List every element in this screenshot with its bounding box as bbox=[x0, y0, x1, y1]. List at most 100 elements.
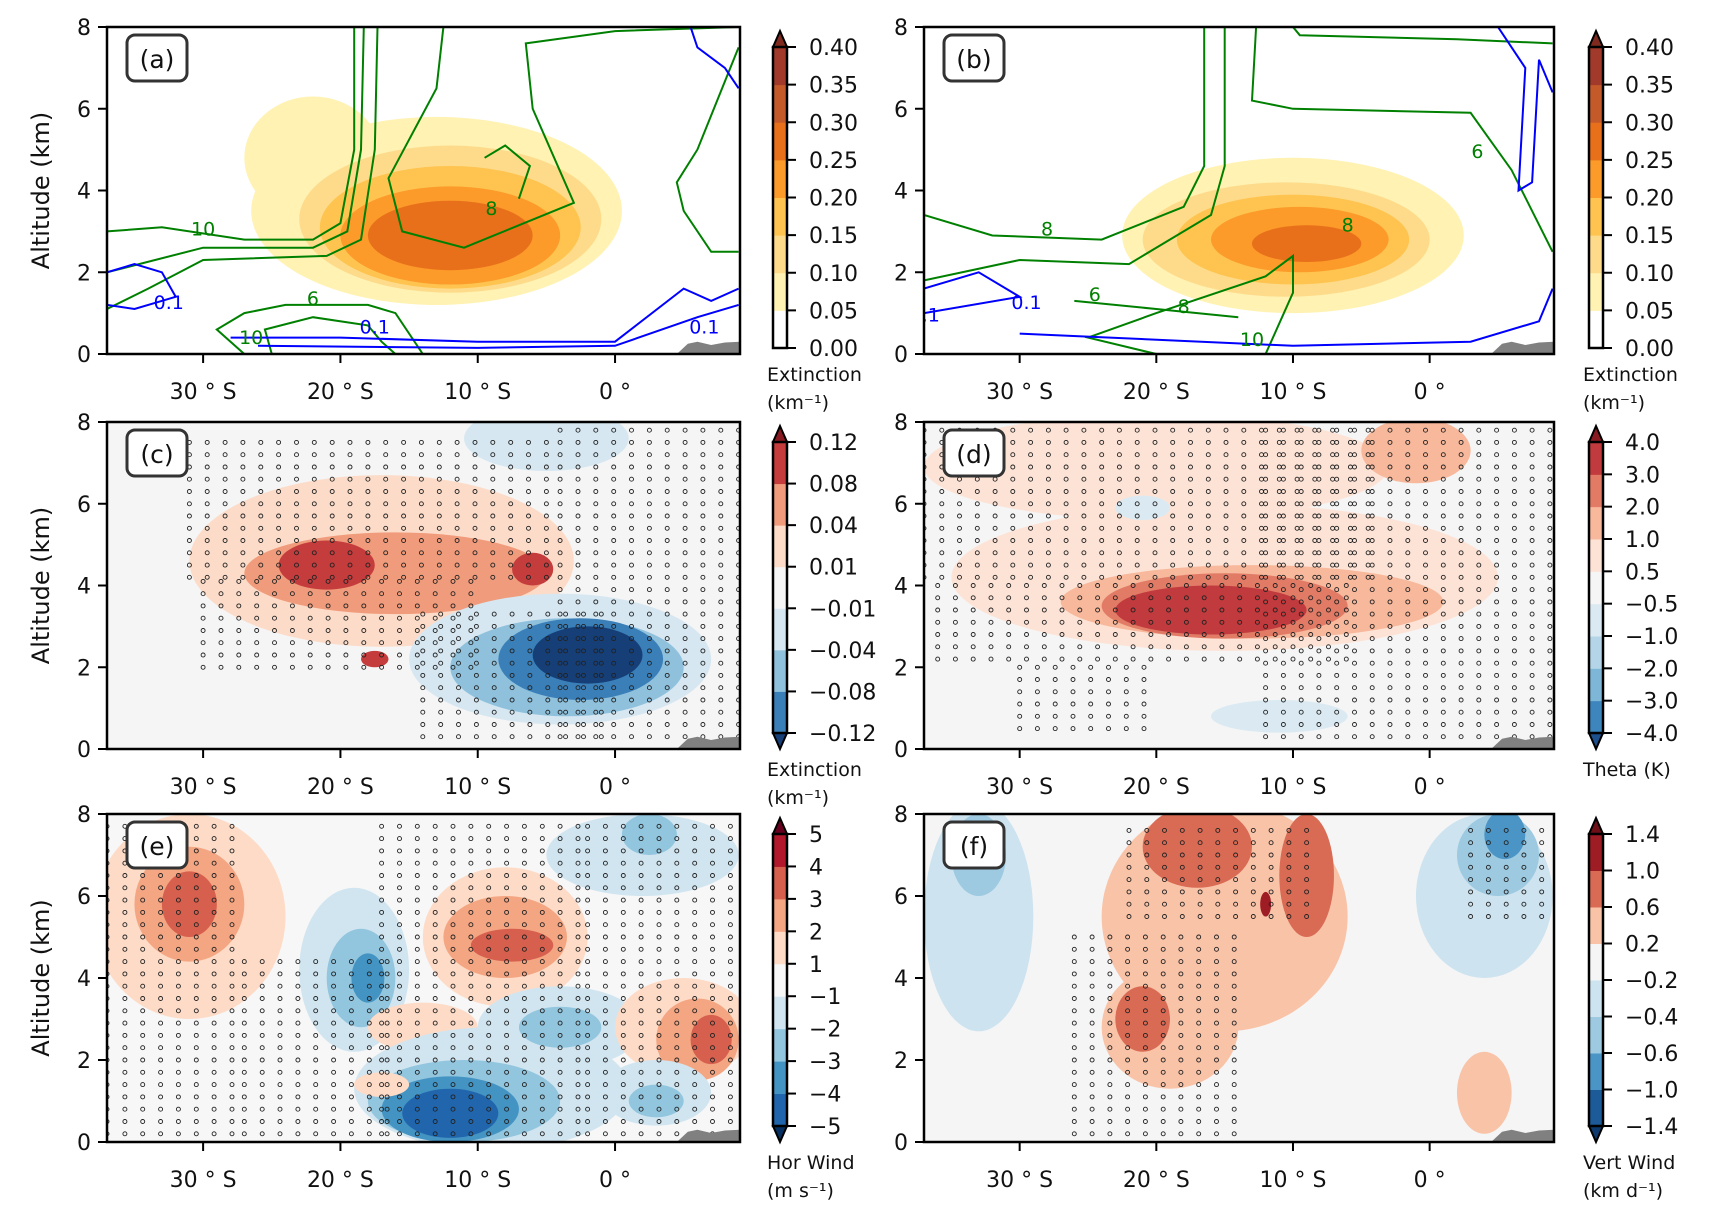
y-tick-label: 0 bbox=[77, 343, 91, 368]
significance-dot bbox=[1494, 513, 1500, 519]
significance-dot bbox=[1183, 583, 1189, 588]
significance-dot bbox=[585, 897, 591, 903]
significance-dot bbox=[664, 636, 670, 642]
significance-dot bbox=[1215, 827, 1221, 833]
significance-dot bbox=[1237, 644, 1243, 650]
significance-dot bbox=[1263, 636, 1269, 642]
significance-dot bbox=[347, 513, 353, 519]
significance-dot bbox=[598, 636, 604, 642]
significance-dot bbox=[664, 722, 670, 727]
significance-dot bbox=[1107, 959, 1113, 965]
significance-dot bbox=[365, 562, 371, 568]
significance-dot bbox=[718, 489, 724, 494]
significance-dot bbox=[1529, 648, 1535, 654]
significance-dot bbox=[432, 959, 438, 965]
significance-dot bbox=[1280, 697, 1286, 703]
significance-dot bbox=[1254, 583, 1260, 588]
significance-dot bbox=[414, 1008, 420, 1014]
significance-dot bbox=[656, 1020, 662, 1026]
significance-dot bbox=[1280, 574, 1286, 580]
significance-dot bbox=[1405, 685, 1411, 691]
significance-dot bbox=[575, 623, 581, 629]
significance-dot bbox=[1125, 959, 1131, 965]
significance-dot bbox=[539, 1045, 545, 1051]
significance-dot bbox=[656, 1106, 662, 1112]
significance-dot bbox=[1107, 1057, 1113, 1063]
significance-dot bbox=[593, 611, 599, 617]
significance-dot bbox=[620, 1094, 626, 1100]
colorbar-swatch bbox=[773, 963, 787, 997]
significance-dot bbox=[700, 587, 706, 593]
significance-dot bbox=[692, 1069, 698, 1075]
contour-line bbox=[675, 47, 740, 253]
significance-dot bbox=[401, 538, 407, 543]
significance-dot bbox=[468, 1082, 474, 1088]
significance-dot bbox=[379, 664, 385, 670]
significance-dot bbox=[240, 501, 246, 507]
significance-dot bbox=[1223, 427, 1229, 433]
significance-dot bbox=[1423, 476, 1428, 482]
significance-dot bbox=[1010, 538, 1016, 543]
significance-dot bbox=[107, 909, 110, 915]
significance-dot bbox=[575, 1069, 581, 1075]
significance-dot bbox=[700, 452, 706, 458]
significance-dot bbox=[456, 722, 461, 727]
significance-dot bbox=[557, 1008, 563, 1014]
significance-dot bbox=[272, 640, 277, 646]
significance-dot bbox=[175, 959, 181, 965]
significance-dot bbox=[311, 513, 317, 519]
terrain bbox=[1491, 341, 1554, 354]
significance-dot bbox=[1547, 501, 1553, 507]
significance-dot bbox=[1205, 452, 1211, 458]
significance-dot bbox=[638, 1032, 644, 1038]
significance-dot bbox=[629, 439, 634, 445]
significance-dot bbox=[585, 1020, 591, 1026]
significance-dot bbox=[1233, 852, 1239, 858]
significance-dot bbox=[414, 1069, 420, 1075]
significance-dot bbox=[664, 427, 670, 433]
significance-dot bbox=[1160, 1131, 1166, 1137]
significance-dot bbox=[294, 562, 299, 568]
significance-dot bbox=[331, 971, 337, 977]
significance-dot bbox=[211, 823, 217, 829]
significance-dot bbox=[307, 664, 313, 670]
significance-dot bbox=[1045, 452, 1051, 458]
significance-dot bbox=[585, 1057, 591, 1063]
significance-dot bbox=[638, 823, 644, 829]
significance-dot bbox=[1298, 697, 1304, 703]
significance-dot bbox=[456, 648, 461, 654]
significance-dot bbox=[1125, 1057, 1131, 1063]
significance-dot bbox=[575, 959, 581, 965]
significance-dot bbox=[1178, 1119, 1184, 1124]
significance-dot bbox=[1440, 489, 1446, 494]
significance-dot bbox=[1179, 827, 1185, 833]
panel-label-box bbox=[125, 820, 189, 870]
significance-dot bbox=[1196, 1045, 1202, 1051]
significance-dot bbox=[450, 983, 456, 989]
significance-dot bbox=[1316, 489, 1322, 494]
significance-dot bbox=[970, 644, 976, 650]
significance-dot bbox=[486, 1082, 492, 1088]
significance-dot bbox=[656, 1032, 662, 1038]
significance-dot bbox=[1116, 574, 1122, 580]
significance-dot bbox=[557, 722, 563, 727]
significance-dot bbox=[1107, 1032, 1113, 1038]
colorbar-tick-label: 4 bbox=[809, 855, 823, 880]
significance-dot bbox=[1142, 1069, 1148, 1075]
significance-dot bbox=[575, 897, 581, 903]
significance-dot bbox=[692, 934, 698, 940]
significance-dot bbox=[557, 709, 563, 715]
significance-dot bbox=[276, 476, 282, 482]
significance-dot bbox=[611, 489, 617, 494]
colorbar-title: Extinction bbox=[767, 364, 862, 386]
significance-dot bbox=[1539, 901, 1545, 907]
significance-dot bbox=[692, 922, 698, 928]
significance-dot bbox=[432, 591, 438, 597]
significance-dot bbox=[140, 983, 146, 989]
colorbar-tick-label: −1.0 bbox=[1625, 1079, 1678, 1104]
significance-dot bbox=[1017, 689, 1023, 695]
significance-dot bbox=[122, 996, 128, 1001]
significance-dot bbox=[1188, 501, 1193, 507]
significance-dot bbox=[1369, 538, 1375, 543]
significance-dot bbox=[1387, 562, 1393, 568]
